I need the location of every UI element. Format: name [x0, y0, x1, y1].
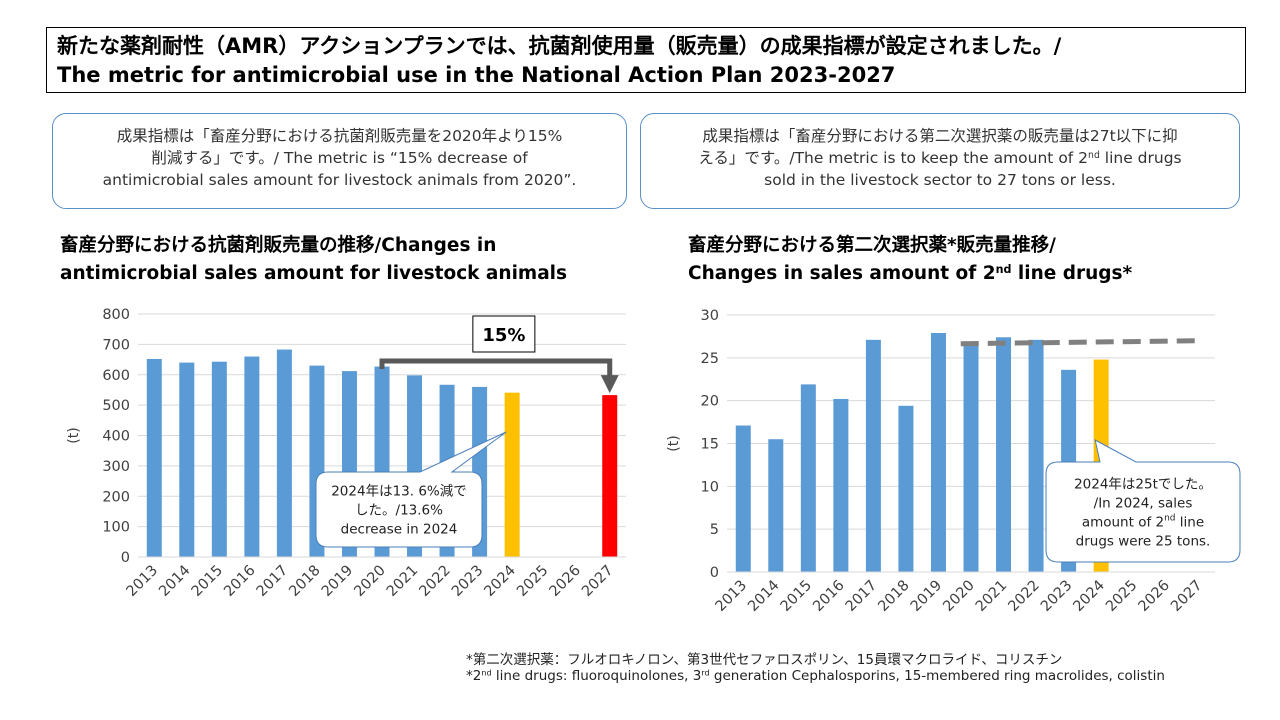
- y-tick-label: 0: [710, 565, 719, 581]
- callout-line3-sup: nd: [1164, 514, 1175, 524]
- bar-2016: [244, 356, 260, 557]
- metric-right-line2-a: える」です。/The metric is to keep the amount …: [698, 149, 1089, 167]
- title-box: 新たな薬剤耐性（AMR）アクションプランでは、抗菌剤使用量（販売量）の成果指標が…: [46, 27, 1246, 93]
- x-tick-label-2022: 2022: [1005, 578, 1042, 615]
- callout-line3: amount of 2nd line: [1082, 514, 1204, 531]
- bar-2018: [898, 405, 914, 572]
- metric-left-line2: 削減する」です。/ The metric is “15% decrease of: [151, 149, 528, 167]
- metric-right-line2: える」です。/The metric is to keep the amount …: [651, 147, 1229, 169]
- bar-2014: [768, 439, 784, 572]
- bar-2015: [800, 384, 816, 572]
- footnote-en: *2nd line drugs: fluoroquinolones, 3rd g…: [466, 668, 1165, 684]
- x-tick-label-2013: 2013: [713, 578, 750, 615]
- callout-line3-a: amount of 2: [1082, 515, 1164, 531]
- y-tick-label: 400: [102, 429, 130, 445]
- y-tick-label: 0: [121, 550, 130, 566]
- x-tick-label-2026: 2026: [1136, 578, 1173, 615]
- y-axis-label: (t): [66, 427, 82, 443]
- bar-2013: [735, 425, 751, 572]
- x-tick-label-2020: 2020: [940, 578, 977, 615]
- footnote-en-c: generation Cephalosporins, 15-membered r…: [709, 668, 1165, 684]
- footnote-jp: *第二次選択薬：フルオロキノロン、第3世代セファロスポリン、15員環マクロライド…: [466, 652, 1063, 668]
- footnote-en-b: line drugs: fluoroquinolones, 3: [491, 668, 702, 684]
- metric-right-line3: sold in the livestock sector to 27 tons …: [764, 171, 1116, 189]
- x-tick-label-2014: 2014: [745, 578, 782, 615]
- metric-left-line3: antimicrobial sales amount for livestock…: [102, 171, 577, 189]
- y-tick-label: 25: [701, 351, 719, 367]
- metric-right-line1: 成果指標は「畜産分野における第二次選択薬の販売量は27t以下に抑: [702, 127, 1178, 145]
- bar-2022: [1028, 339, 1044, 572]
- footnote-en-sup-b: rd: [701, 667, 710, 678]
- callout-line4: drugs were 25 tons.: [1076, 534, 1211, 550]
- reduction-label: 15%: [482, 325, 525, 346]
- bar-2015: [211, 361, 227, 557]
- x-tick-label-2016: 2016: [810, 578, 847, 615]
- metric-box-left: 成果指標は「畜産分野における抗菌剤販売量を2020年より15% 削減する」です。…: [52, 113, 627, 209]
- callout-line3: decrease in 2024: [341, 522, 458, 538]
- x-tick-label-2015: 2015: [778, 578, 815, 615]
- x-tick-label-2025: 2025: [1103, 578, 1140, 615]
- reduction-label-box: [472, 315, 536, 353]
- bar-2014: [179, 362, 195, 557]
- footnote-en-sup-a: nd: [481, 667, 492, 678]
- x-tick-label-2024: 2024: [1071, 578, 1108, 615]
- callout-line3-b: line: [1176, 515, 1205, 531]
- callout-line2: /In 2024, sales: [1094, 496, 1193, 512]
- y-tick-label: 100: [102, 520, 130, 536]
- bar-2027: [602, 395, 618, 557]
- reduction-arrow-head: [600, 375, 619, 394]
- y-tick-label: 200: [102, 489, 130, 505]
- x-tick-label-2017: 2017: [843, 578, 880, 615]
- chart-title-left-line2: antimicrobial sales amount for livestock…: [60, 263, 568, 284]
- x-tick-label-2019: 2019: [908, 578, 945, 615]
- x-tick-label-2023: 2023: [1038, 578, 1075, 615]
- bar-2017: [276, 349, 292, 557]
- x-tick-label-2021: 2021: [973, 578, 1010, 615]
- page-title-en: The metric for antimicrobial use in the …: [57, 63, 896, 87]
- y-tick-label: 10: [701, 479, 719, 495]
- chart-title-right-line2-a: Changes in sales amount of 2: [688, 263, 996, 284]
- y-tick-label: 5: [710, 522, 719, 538]
- bar-2017: [865, 339, 881, 572]
- y-tick-label: 20: [701, 394, 719, 410]
- bar-2019: [930, 332, 946, 572]
- callout-line2: した。/13.6%: [355, 503, 443, 519]
- x-tick-label-2027: 2027: [1168, 578, 1205, 615]
- callout-bubble: [315, 431, 507, 548]
- bar-2021: [996, 337, 1012, 572]
- bar-2024: [504, 392, 520, 557]
- y-tick-label: 800: [102, 307, 130, 323]
- y-tick-label: 300: [102, 459, 130, 475]
- callout-line1: 2024年は25tでした。: [1074, 477, 1212, 493]
- bar-2020: [963, 343, 979, 572]
- chart-title-right-line2-sup: nd: [995, 262, 1012, 276]
- y-tick-label: 600: [102, 368, 130, 384]
- metric-left-line1: 成果指標は「畜産分野における抗菌剤販売量を2020年より15%: [116, 127, 563, 145]
- y-tick-label: 500: [102, 398, 130, 414]
- target-line: [960, 338, 1204, 347]
- chart-title-left: 畜産分野における抗菌剤販売量の推移/Changes in antimicrobi…: [60, 232, 567, 288]
- page-title-jp: 新たな薬剤耐性（AMR）アクションプランでは、抗菌剤使用量（販売量）の成果指標が…: [57, 34, 1062, 58]
- callout-bubble: [1045, 439, 1241, 563]
- metric-right-line2-sup: nd: [1088, 149, 1100, 161]
- bar-2016: [833, 398, 849, 572]
- metric-box-right: 成果指標は「畜産分野における第二次選択薬の販売量は27t以下に抑 える」です。/…: [640, 113, 1240, 209]
- chart-title-right: 畜産分野における第二次選択薬*販売量推移/ Changes in sales a…: [688, 232, 1132, 288]
- chart-title-right-line1: 畜産分野における第二次選択薬*販売量推移/: [688, 235, 1056, 256]
- reduction-arrow-line: [379, 358, 613, 378]
- y-axis-label: (t): [666, 435, 682, 451]
- y-tick-label: 15: [701, 437, 719, 453]
- bar-2013: [146, 358, 162, 557]
- y-tick-label: 700: [102, 337, 130, 353]
- chart-title-right-line2: Changes in sales amount of 2nd line drug…: [688, 260, 1132, 288]
- chart-title-right-line2-b: line drugs*: [1011, 263, 1133, 284]
- footnote-en-a: *2: [466, 668, 482, 684]
- chart-title-left-line1: 畜産分野における抗菌剤販売量の推移/Changes in: [60, 235, 497, 256]
- y-tick-label: 30: [701, 308, 719, 324]
- callout-line1: 2024年は13. 6%減で: [331, 483, 467, 500]
- x-tick-label-2018: 2018: [875, 578, 912, 615]
- metric-right-line2-b: line drugs: [1099, 149, 1182, 167]
